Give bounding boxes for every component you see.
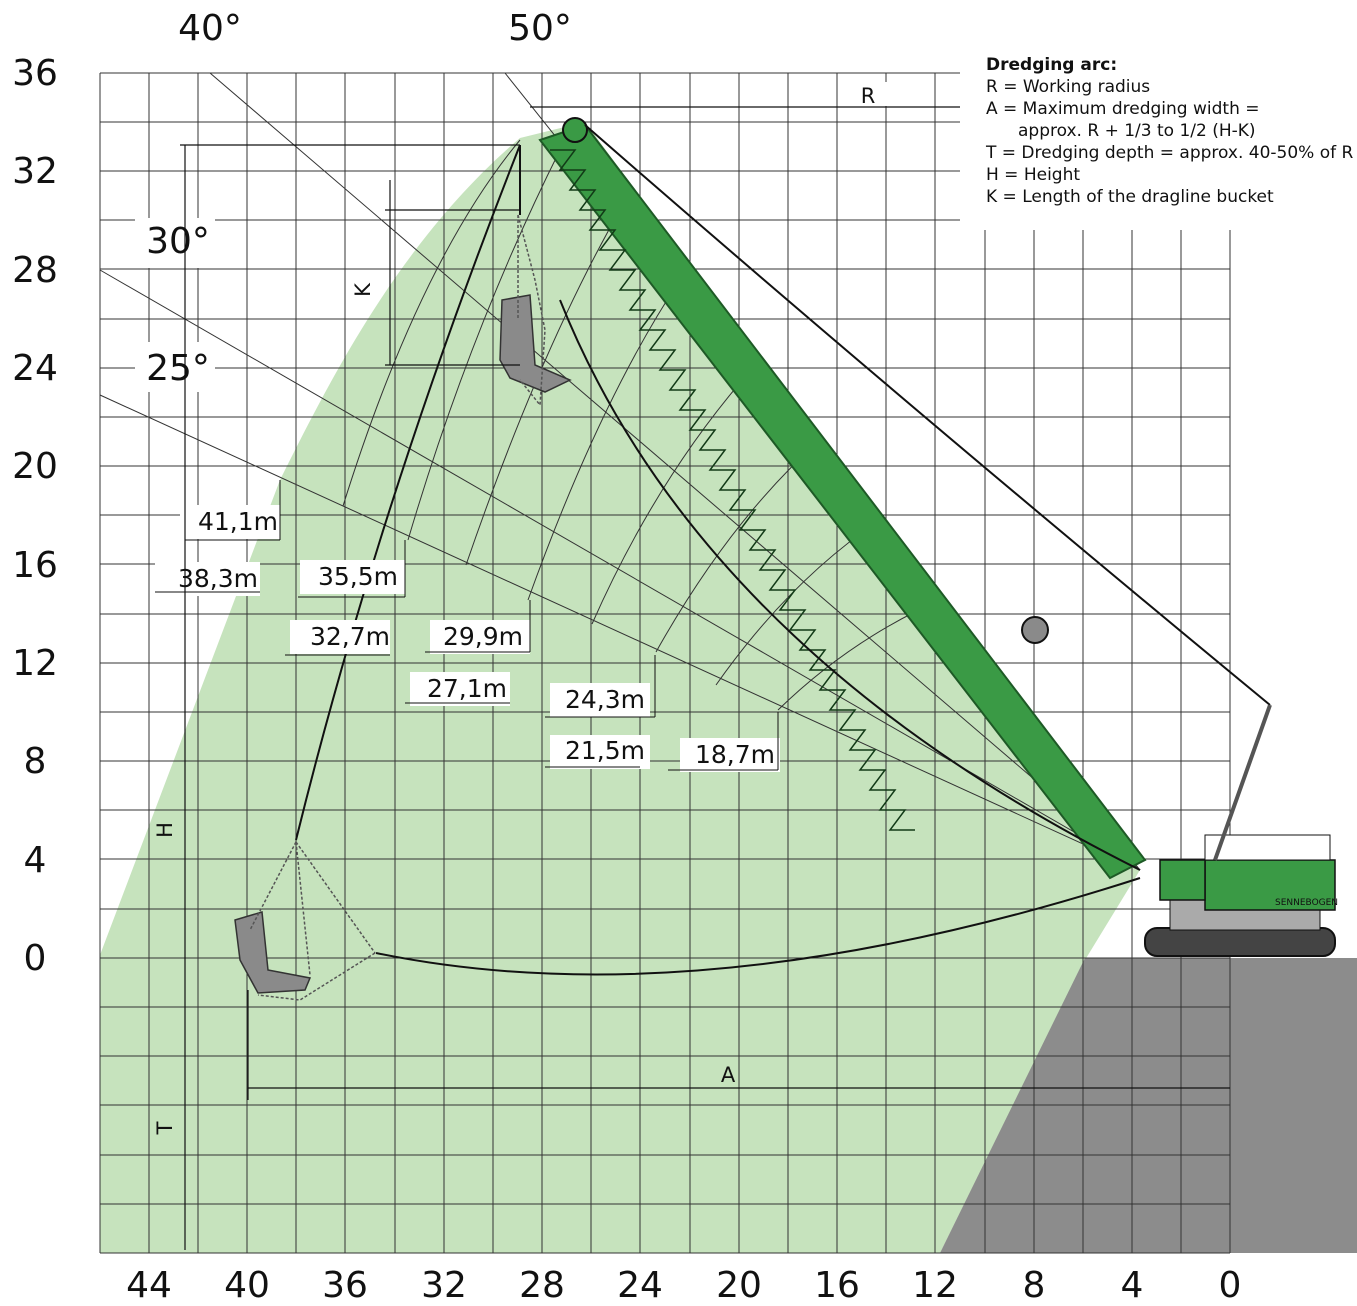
legend-line: H = Height (986, 165, 1081, 185)
dim-label-r: R (861, 84, 876, 108)
x-tick-32: 32 (421, 1265, 467, 1306)
angle-label-30: 30° (146, 221, 210, 262)
legend-line: K = Length of the dragline bucket (986, 187, 1274, 207)
x-tick-36: 36 (322, 1265, 368, 1306)
dim-label-a: A (721, 1063, 736, 1087)
x-tick-28: 28 (519, 1265, 565, 1306)
y-tick-28: 28 (12, 250, 58, 291)
angle-label-50: 50° (508, 8, 572, 49)
upper-dragline-bucket (499, 214, 572, 407)
x-tick-16: 16 (814, 1265, 860, 1306)
radius-label-24-3: 24,3m (565, 685, 645, 714)
y-tick-0: 0 (24, 938, 47, 979)
y-tick-4: 4 (24, 840, 47, 881)
radius-label-27-1: 27,1m (427, 674, 507, 703)
boom-head-sheave (562, 117, 588, 143)
x-tick-4: 4 (1121, 1265, 1144, 1306)
legend: Dredging arc: R = Working radius A = Max… (986, 54, 1353, 208)
lower-dragline-bucket (234, 841, 376, 1001)
y-tick-12: 12 (12, 643, 58, 684)
y-axis-labels: 36 32 28 24 20 16 12 8 4 0 (12, 53, 58, 979)
x-axis-labels: 44 40 36 32 28 24 20 16 12 8 4 0 (126, 1265, 1241, 1306)
x-tick-0: 0 (1219, 1265, 1242, 1306)
x-tick-20: 20 (716, 1265, 762, 1306)
radius-label-18-7: 18,7m (695, 740, 775, 769)
angle-label-25: 25° (146, 348, 210, 389)
pulley-icon (1021, 616, 1049, 644)
boom-length-labels: 41,1m 38,3m 35,5m 32,7m 29,9m 27,1m 24,3… (155, 480, 780, 772)
legend-line: T = Dredging depth = approx. 40-50% of R (986, 143, 1354, 163)
radius-label-41-1: 41,1m (198, 507, 278, 536)
y-tick-8: 8 (24, 741, 47, 782)
y-tick-32: 32 (12, 151, 58, 192)
legend-line: A = Maximum dredging width = (986, 99, 1260, 119)
y-tick-16: 16 (12, 545, 58, 586)
dim-label-h: H (153, 822, 177, 838)
x-tick-12: 12 (912, 1265, 958, 1306)
radius-label-29-9: 29,9m (443, 622, 523, 651)
radius-label-21-5: 21,5m (565, 736, 645, 765)
boom (538, 117, 1147, 880)
x-tick-40: 40 (224, 1265, 270, 1306)
radius-label-35-5: 35,5m (318, 562, 398, 591)
radius-label-32-7: 32,7m (310, 622, 390, 651)
machine-label: SENNEBOGEN (1275, 898, 1338, 908)
radius-label-38-3: 38,3m (178, 564, 258, 593)
dim-label-t: T (153, 1121, 177, 1135)
x-tick-44: 44 (126, 1265, 172, 1306)
y-tick-20: 20 (12, 446, 58, 487)
x-tick-24: 24 (617, 1265, 663, 1306)
angle-label-40: 40° (178, 8, 242, 49)
crawler-machine: SENNEBOGEN (1144, 704, 1338, 957)
dimension-lines (180, 106, 1230, 1250)
legend-title: Dredging arc: (986, 55, 1118, 75)
x-tick-8: 8 (1023, 1265, 1046, 1306)
ropes (295, 124, 1271, 976)
legend-line: approx. R + 1/3 to 1/2 (H-K) (1018, 121, 1256, 141)
legend-line: R = Working radius (986, 77, 1151, 97)
y-tick-24: 24 (12, 348, 58, 389)
y-tick-36: 36 (12, 53, 58, 94)
dim-label-k: K (351, 282, 375, 297)
